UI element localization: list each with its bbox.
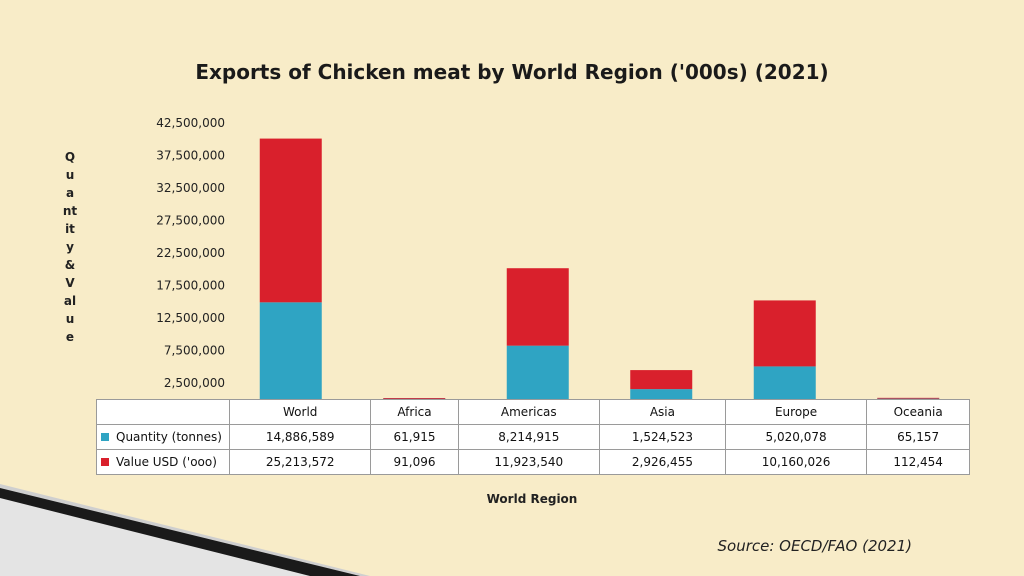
table-row-value: Value USD ('ooo) 25,213,572 91,096 11,92… [96,449,970,475]
data-label: 91,096 [370,449,459,475]
series-name: Value USD ('ooo) [116,455,217,469]
y-tick-label: 2,500,000 [164,376,225,390]
bar-quantity-asia [630,389,693,399]
category-label: Oceania [866,399,970,425]
table-row-quantity: Quantity (tonnes) 14,886,589 61,915 8,21… [96,424,970,450]
data-label: 112,454 [866,449,970,475]
source-note: Source: OECD/FAO (2021) [717,537,913,555]
data-label: 10,160,026 [724,449,868,475]
y-tick-label: 32,500,000 [156,181,225,195]
table-header-row: World Africa Americas Asia Europe Oceani… [96,399,970,425]
legend-key-value [101,458,109,466]
table-corner-cell [96,399,230,425]
legend-key-quantity [101,433,109,441]
category-label: Americas [457,399,600,425]
bar-value-world [259,138,322,303]
legend-entry-value: Value USD ('ooo) [96,449,230,475]
category-label: Asia [598,399,726,425]
bar-quantity-americas [506,345,569,399]
data-label: 2,926,455 [598,449,726,475]
bar-value-americas [506,268,569,346]
x-axis-label: World Region [486,492,578,506]
category-label: Africa [370,399,459,425]
series-name: Quantity (tonnes) [116,430,222,444]
y-tick-label: 12,500,000 [156,311,225,325]
data-label: 11,923,540 [457,449,600,475]
y-tick-label: 42,500,000 [156,116,225,130]
y-axis-label: Quantity & Value [62,150,80,344]
bar-quantity-africa [383,398,446,400]
bar-value-africa [383,398,446,399]
bar-value-oceania [877,397,940,399]
y-tick-label: 37,500,000 [156,148,225,162]
data-label: 8,214,915 [457,424,600,450]
bar-quantity-europe [753,366,816,399]
data-label: 14,886,589 [228,424,372,450]
legend-entry-quantity: Quantity (tonnes) [96,424,230,450]
category-label: Europe [724,399,868,425]
category-label: World [228,399,372,425]
y-tick-label: 27,500,000 [156,213,225,227]
bar-quantity-world [259,302,322,399]
y-tick-label: 7,500,000 [164,343,225,357]
corner-light-stripe [0,498,310,576]
bar-value-asia [630,370,693,390]
bar-value-europe [753,300,816,367]
data-label: 61,915 [370,424,459,450]
bar-quantity-oceania [877,398,940,400]
data-label: 5,020,078 [724,424,868,450]
y-tick-label: 17,500,000 [156,278,225,292]
data-label: 1,524,523 [598,424,726,450]
data-table: World Africa Americas Asia Europe Oceani… [96,399,970,475]
y-tick-label: 22,500,000 [156,246,225,260]
chart-title: Exports of Chicken meat by World Region … [195,60,829,84]
data-label: 65,157 [866,424,970,450]
data-label: 25,213,572 [228,449,372,475]
